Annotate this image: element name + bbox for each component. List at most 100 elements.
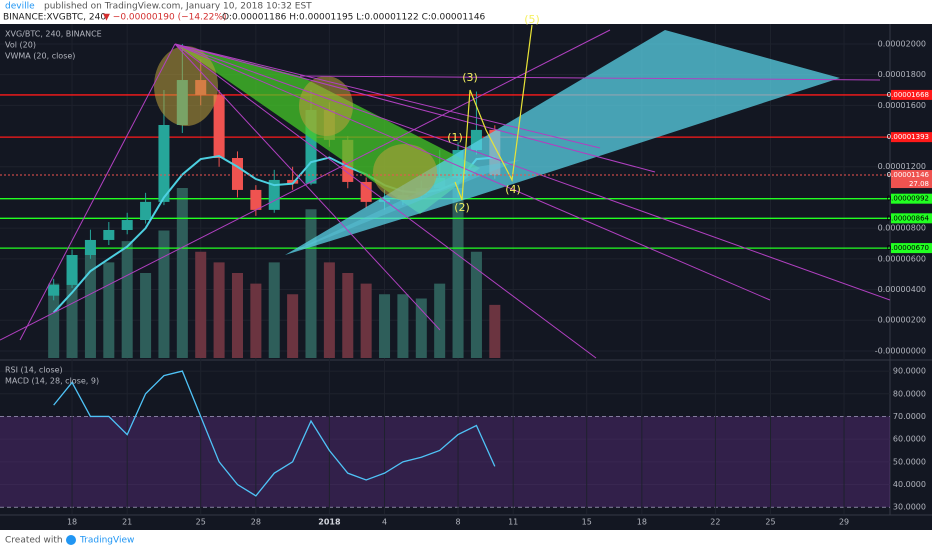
author[interactable]: deville bbox=[5, 2, 35, 12]
volume-bar bbox=[268, 262, 280, 358]
trend-line bbox=[19, 43, 176, 341]
drawings bbox=[0, 24, 891, 359]
candle-body bbox=[121, 220, 133, 230]
trend-line bbox=[174, 43, 601, 149]
y-tick-label: 0.00000200 bbox=[878, 316, 926, 325]
trend-line bbox=[174, 43, 441, 331]
candle-body bbox=[48, 284, 60, 296]
x-tick-label: 28 bbox=[251, 518, 261, 527]
logo bbox=[66, 535, 76, 545]
trend-line bbox=[174, 43, 771, 301]
rsi-bg bbox=[0, 361, 890, 515]
candle-body bbox=[140, 201, 152, 221]
x-tick-label: 8 bbox=[456, 518, 461, 527]
trend-line bbox=[174, 43, 597, 359]
x-tick-label: 2018 bbox=[318, 518, 341, 527]
highlight bbox=[299, 76, 353, 136]
level-tag bbox=[891, 243, 932, 254]
volume-bar bbox=[250, 283, 262, 358]
volume-bar bbox=[66, 273, 78, 358]
rsi-tick-label: 60.0000 bbox=[893, 435, 926, 444]
rsi-line bbox=[53, 370, 496, 497]
wave-path bbox=[454, 24, 533, 201]
volume-bar bbox=[305, 209, 317, 358]
volume-bar bbox=[489, 304, 501, 358]
volume-bar bbox=[84, 251, 96, 358]
candle-body bbox=[158, 124, 170, 202]
trend-line bbox=[299, 75, 881, 81]
legend-entry: XVG/BTC, 240, BINANCE bbox=[5, 30, 102, 39]
cyan-triangle bbox=[285, 160, 520, 255]
x-tick-label: 11 bbox=[508, 518, 518, 527]
last-price-label: 0.00001146 bbox=[887, 171, 930, 179]
volume-bar bbox=[379, 294, 391, 358]
rsi-tick-label: 30.0000 bbox=[893, 503, 926, 512]
candle-body bbox=[103, 229, 115, 240]
volume-bar bbox=[470, 251, 482, 358]
candle-body bbox=[250, 189, 262, 210]
candle-body bbox=[231, 157, 243, 190]
rsi-tick-label: 80.0000 bbox=[893, 389, 926, 398]
candle-body bbox=[213, 94, 225, 158]
volume-bar bbox=[397, 294, 409, 358]
volume-bar bbox=[287, 294, 299, 358]
volume-bar bbox=[195, 251, 207, 358]
x-tick-label: 29 bbox=[839, 518, 849, 527]
level-tag bbox=[891, 213, 932, 224]
level-tag bbox=[891, 193, 932, 204]
legend-entry: RSI (14, close) bbox=[5, 366, 63, 375]
y-tick-label: -0.00000000 bbox=[875, 346, 926, 355]
volume-bar bbox=[103, 262, 115, 358]
trend-line bbox=[0, 29, 611, 341]
x-tick-label: 4 bbox=[382, 518, 387, 527]
footer-brand[interactable]: TradingView bbox=[79, 536, 134, 546]
x-tick-label: 25 bbox=[765, 518, 775, 527]
y-tick-label: 0.00001600 bbox=[878, 101, 926, 110]
level-tag bbox=[891, 89, 932, 100]
footer-created: Created with bbox=[5, 536, 63, 546]
highlight bbox=[373, 144, 437, 200]
level-label: 0.00001668 bbox=[887, 91, 929, 99]
published: published on TradingView.com, January 10… bbox=[44, 2, 312, 12]
legend-entry: VWMA (20, close) bbox=[5, 52, 75, 61]
candle-body bbox=[360, 181, 372, 202]
level-label: 0.00001393 bbox=[887, 133, 929, 141]
legend-entry: Vol (20) bbox=[5, 41, 36, 50]
volume-bar bbox=[415, 298, 427, 358]
y-tick-label: 0.00000800 bbox=[878, 224, 926, 233]
candle-body bbox=[470, 129, 482, 151]
level-label: 0.00000864 bbox=[887, 214, 930, 222]
level-label: 0.00000670 bbox=[887, 244, 929, 252]
wave-label: (1) bbox=[447, 131, 463, 144]
wave-label: (2) bbox=[454, 201, 470, 214]
y-tick-label: 0.00002000 bbox=[878, 39, 926, 48]
rsi-band bbox=[0, 416, 890, 508]
volume-bar bbox=[342, 273, 354, 358]
x-tick-label: 25 bbox=[196, 518, 206, 527]
volume-bar bbox=[213, 262, 225, 358]
volume-bar bbox=[48, 283, 60, 358]
volume-bar bbox=[452, 188, 464, 358]
y-tick-label: 0.00001800 bbox=[878, 70, 926, 79]
volume-bar bbox=[158, 230, 170, 358]
volume-bar bbox=[121, 241, 133, 358]
wave-label: (5) bbox=[524, 13, 540, 26]
legend-entry: MACD (14, 28, close, 9) bbox=[5, 377, 99, 386]
volume-bar bbox=[140, 273, 152, 358]
volume-bar bbox=[434, 283, 446, 358]
symbol: BINANCE:XVGBTC, 240 bbox=[3, 13, 106, 23]
volume-bar bbox=[176, 188, 188, 358]
countdown: 27.08 bbox=[909, 180, 929, 188]
rsi-tick-label: 40.0000 bbox=[893, 480, 926, 489]
trend-line bbox=[174, 43, 891, 301]
trend-line bbox=[174, 43, 656, 173]
footer-bg bbox=[0, 530, 932, 550]
x-tick-label: 18 bbox=[67, 518, 77, 527]
rsi-tick-label: 70.0000 bbox=[893, 412, 926, 421]
header-bg bbox=[0, 0, 932, 24]
candle-body bbox=[305, 109, 317, 184]
candle-body bbox=[287, 179, 299, 184]
candle-body bbox=[66, 255, 78, 285]
wave-label: (3) bbox=[462, 71, 478, 84]
ohlc: O:0.00001186 H:0.00001195 L:0.00001122 C… bbox=[222, 13, 486, 23]
